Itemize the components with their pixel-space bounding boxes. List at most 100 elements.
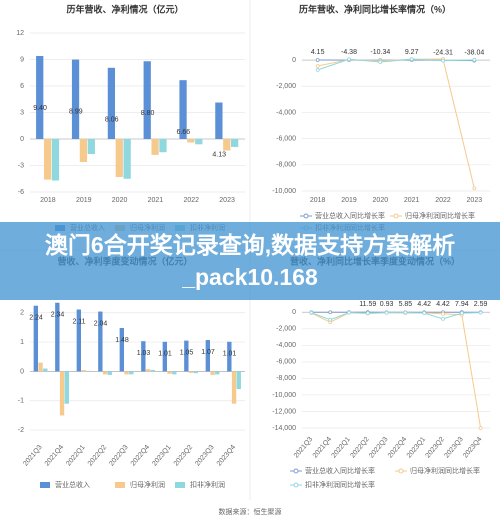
x-tick-label: 2023Q2 (173, 444, 194, 468)
bar (205, 340, 211, 372)
legend-swatch (293, 468, 299, 474)
bar (167, 371, 172, 374)
x-tick-label: 2022Q1 (331, 436, 352, 460)
bar (179, 80, 187, 139)
line (317, 58, 475, 189)
y-tick-label: -2,000 (276, 326, 296, 333)
y-tick-label: 3 (20, 109, 24, 116)
legend-label: 营业总收入 (55, 480, 90, 489)
bar (43, 368, 48, 372)
value-label: 9.27 (405, 49, 419, 56)
legend-label: 扣非净利润 (190, 480, 225, 489)
point (315, 64, 320, 68)
value-label: 2.34 (51, 312, 65, 319)
x-tick-label: 2023Q4 (216, 444, 237, 468)
legend-swatch (393, 213, 399, 219)
x-tick-label: 2023Q3 (194, 444, 215, 468)
point (472, 186, 477, 191)
x-tick-label: 2018 (310, 197, 326, 204)
bar (107, 371, 112, 375)
bar (98, 311, 103, 372)
bar (115, 139, 123, 177)
bar (187, 139, 195, 143)
x-tick-label: 2023Q2 (425, 436, 446, 460)
bar (36, 55, 44, 139)
x-tick-label: 2022Q2 (87, 444, 108, 468)
value-label: 8.80 (141, 110, 155, 117)
bar (193, 371, 198, 374)
value-label: 1.48 (115, 337, 129, 344)
chart-title: 历年营收、净利同比增长率情况（%） (299, 3, 451, 14)
bar (51, 139, 60, 181)
x-tick-label: 2021Q4 (44, 444, 65, 468)
banner: 澳门6合开奖记录查询,数据支持方案解析_pack10.168 (0, 222, 500, 300)
y-tick-label: 0 (292, 309, 296, 316)
y-tick-label: 0 (292, 57, 296, 64)
point (315, 58, 320, 62)
point (309, 310, 314, 315)
x-tick-label: 2022 (435, 197, 451, 204)
bar (227, 341, 232, 372)
point (384, 310, 389, 315)
bar (71, 59, 80, 139)
value-label: 8.06 (105, 117, 119, 124)
value-label: 7.94 (455, 301, 469, 308)
legend-swatch (303, 213, 309, 219)
bar (79, 139, 88, 162)
bar (81, 369, 86, 372)
y-tick-label: -8,000 (276, 162, 296, 169)
value-label: 4.42 (436, 301, 450, 308)
x-tick-label: 2020 (373, 197, 389, 204)
bar (145, 369, 151, 372)
point (347, 310, 351, 315)
value-label: 0.93 (380, 301, 394, 308)
legend-swatch (398, 468, 404, 474)
bar (86, 370, 91, 372)
x-tick-label: 2021Q3 (22, 444, 43, 468)
bar (33, 305, 39, 372)
bar (223, 139, 231, 151)
bar (159, 139, 167, 153)
value-label: 1.07 (201, 349, 215, 356)
legend-label: 归母净利润 (130, 480, 165, 489)
value-label: -4.38 (341, 49, 357, 56)
bar (38, 362, 43, 372)
bar (124, 371, 129, 375)
point (365, 311, 370, 315)
point (328, 310, 333, 315)
point (472, 57, 477, 62)
value-label: -24.31 (433, 49, 453, 56)
y-tick-label: -4,000 (276, 109, 296, 116)
x-tick-label: 2018 (40, 197, 56, 204)
bar (210, 371, 215, 375)
x-tick-label: 2022Q3 (108, 444, 129, 468)
point (459, 311, 464, 315)
x-tick-label: 2021Q4 (312, 436, 333, 460)
chart-title: 历年营收、净利情况（亿元） (66, 3, 183, 14)
bar (141, 341, 146, 372)
point (441, 58, 445, 63)
point (409, 57, 414, 62)
x-tick-label: 2022Q2 (349, 436, 370, 460)
y-tick-label: -14,000 (272, 425, 296, 432)
legend-swatch (293, 482, 299, 488)
y-tick-label: -6,000 (276, 359, 296, 366)
value-label: 8.99 (69, 108, 83, 115)
x-tick-label: 2020 (112, 197, 128, 204)
y-tick-label: 9 (20, 56, 24, 63)
x-tick-label: 2019 (341, 197, 357, 204)
x-tick-label: 2021 (148, 197, 164, 204)
bar (150, 369, 155, 372)
value-label: 11.59 (359, 301, 376, 308)
bar (231, 371, 237, 404)
point (328, 317, 333, 322)
y-tick-label: -6,000 (276, 135, 296, 142)
value-label: 2.11 (72, 318, 85, 325)
bar (43, 139, 52, 180)
y-tick-label: -6 (18, 189, 24, 196)
point (441, 312, 445, 316)
y-tick-label: -8,000 (276, 375, 296, 382)
value-label: 2.24 (29, 315, 43, 322)
value-label: 9.40 (33, 105, 47, 112)
